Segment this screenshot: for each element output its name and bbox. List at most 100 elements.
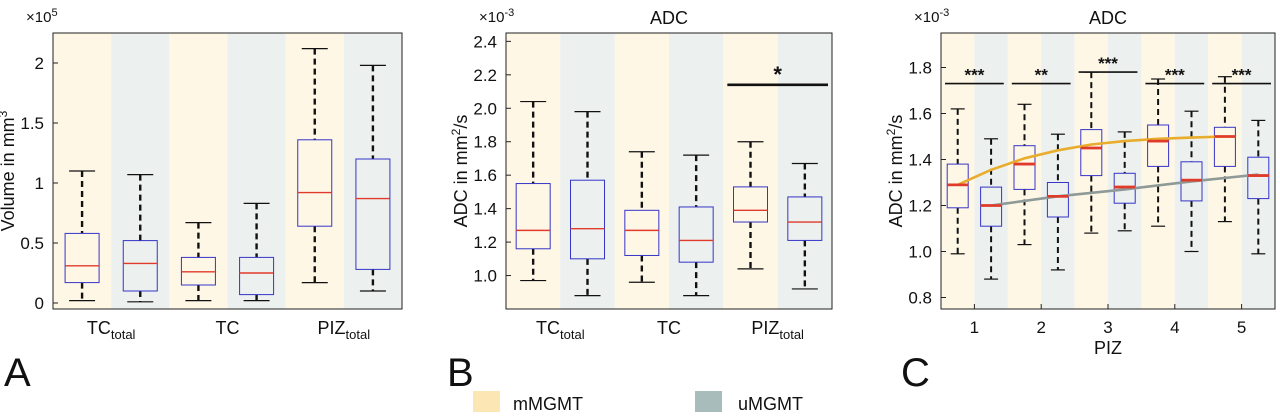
y-tick-label: 1.5 [20,114,44,133]
plot-frame [505,32,833,310]
x-group-label-subscript: total [560,327,585,342]
y-tick-label: 1.0 [908,243,932,262]
axis-multiplier-exponent: -3 [504,7,514,19]
background-band-mmgmt [1007,33,1042,309]
y-tick-label: 1.0 [473,267,497,286]
iqr-box [355,158,391,270]
axis-multiplier-base: ×10 [26,9,51,26]
x-group-label-subscript: total [346,327,371,342]
significance-label: *** [1232,66,1252,85]
iqr-box [733,186,768,223]
x-axis-label: PIZ [1094,338,1122,358]
iqr-box [787,196,823,241]
y-tick-label: 2.2 [473,66,497,85]
y-tick-label: 0.5 [20,234,44,253]
trend-line-umgmt [990,173,1259,207]
box-umgmt [122,174,158,303]
background-band-umgmt [111,33,170,309]
axis-multiplier: ×105 [26,7,58,26]
iqr-box [297,139,333,227]
y-tick-label: 2.0 [473,99,497,118]
box-mmgmt [180,222,216,302]
x-group-label-main: TC [657,318,681,338]
panel-b: 1.01.21.41.61.82.02.22.4*TCtotal TC PIZtot… [447,7,833,395]
iqr-box [1147,124,1170,167]
y-tick-label: 2 [35,54,44,73]
box-mmgmt [297,47,333,284]
x-group-label-main: PIZ [318,318,346,338]
y-axis-label-tail: /s [886,115,906,129]
x-group-label: PIZtotal [318,318,371,342]
iqr-box [678,206,714,263]
background-band-umgmt [560,33,615,309]
panel-letter: B [447,351,474,395]
y-axis-label: ADC in mm2/s [449,115,471,228]
axis-multiplier-base: ×10 [479,9,504,26]
box-umgmt [355,64,391,292]
axis-multiplier: ×10-3 [479,7,514,26]
background-band-umgmt [227,33,286,309]
iqr-box [1213,126,1236,167]
background-band-umgmt [1174,33,1209,309]
y-tick-label: 1 [35,174,44,193]
background-band-umgmt [777,33,832,309]
axis-multiplier-exponent: -3 [939,7,949,19]
x-tick-label: 3 [1103,318,1112,337]
y-axis-label-tail: /s [451,115,471,129]
y-tick-label: 1.8 [473,133,497,152]
axis-multiplier: ×10-3 [914,7,949,26]
panel-c: 0.81.01.21.41.61.8 *** ******** ***1 2 3 4 5PIZ… [884,7,1276,395]
x-group-label-main: PIZ [751,318,779,338]
iqr-box [122,240,158,292]
x-tick-label: 5 [1237,318,1246,337]
y-tick-label: 1.6 [473,166,497,185]
iqr-box [1080,129,1103,177]
x-group-label-subscript: total [779,327,804,342]
iqr-box [1013,145,1036,190]
y-tick-label: 1.4 [908,151,932,170]
box-mmgmt [733,141,768,270]
x-group-label-main: TC [536,318,560,338]
background-band-umgmt [343,33,402,309]
y-axis-label: ADC in mm2/s [884,115,906,228]
legend-swatch-umgmt [695,391,722,412]
y-tick-label: 1.2 [908,197,932,216]
y-tick-label: 1.2 [473,233,497,252]
legend: mMGMT uMGMT [473,391,803,414]
y-axis-label-main: ADC in mm [451,135,471,227]
significance-label: * [773,62,782,87]
x-group-label: TC [657,318,681,338]
axis-multiplier-base: ×10 [914,9,939,26]
x-tick-label: 1 [970,318,979,337]
trend-line-mmgmt [957,135,1225,186]
background-band-mmgmt [1074,33,1108,309]
panel-title: ADC [1089,8,1127,28]
iqr-box [239,256,275,296]
x-group-label-subscript: total [111,327,136,342]
significance-label: *** [964,66,984,85]
y-axis-label-superscript: 3 [0,110,10,117]
x-tick-label: 2 [1036,318,1045,337]
background-band-mmgmt [614,33,669,309]
x-group-label-main: TC [216,318,240,338]
iqr-box [624,209,660,256]
y-tick-label: 1.4 [473,200,497,219]
y-tick-label: 2.4 [473,32,497,51]
legend-label: mMGMT [513,394,583,414]
x-group-label: PIZtotal [751,318,804,342]
y-axis-label-main: Volume in mm [0,117,18,231]
background-band-mmgmt [169,33,228,309]
y-axis-label: Volume in mm3 [0,110,18,231]
background-band-umgmt [1108,33,1142,309]
x-group-label: TC [216,318,240,338]
y-axis-label-superscript: 2 [449,128,463,135]
y-tick-label: 1.6 [908,105,932,124]
significance-label: *** [1098,54,1118,73]
background-band-mmgmt [941,33,975,309]
box-mmgmt [515,100,551,282]
panel-letter: A [4,351,31,395]
y-tick-label: 0 [35,294,44,313]
significance-label: ** [1035,66,1049,85]
